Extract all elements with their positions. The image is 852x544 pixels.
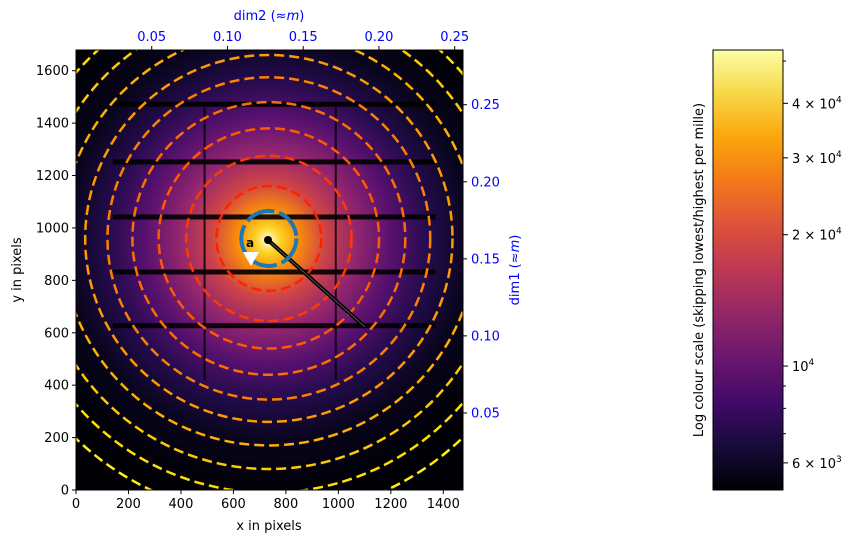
- y2-tick-label-3: 0.20: [471, 175, 500, 190]
- ring-1: [215, 184, 323, 293]
- detector-gap-h-4: [112, 101, 436, 107]
- detector-gap-v-0: [203, 107, 206, 380]
- secondary-x-axis: 0.05 0.10 0.15 0.20 0.25: [137, 30, 469, 50]
- beamstop: [264, 236, 272, 244]
- y2-tick-label-4: 0.25: [471, 98, 500, 113]
- y2-tick-label-2: 0.15: [471, 252, 500, 267]
- x2-tick-label-2: 0.15: [289, 30, 318, 45]
- x-tick-label-1000: 1000: [322, 497, 355, 512]
- secondary-y-axis: 0.05 0.10 0.15 0.20 0.25: [463, 98, 500, 421]
- beamstop-arm-edge: [267, 239, 366, 328]
- y2-tick-label-1: 0.10: [471, 329, 500, 344]
- detector-gap-h-2: [112, 323, 436, 329]
- ring-2: [184, 154, 353, 323]
- secondary-y-title-suffix: ): [508, 235, 523, 240]
- x-tick-label-1400: 1400: [427, 497, 460, 512]
- secondary-y-title-prefix: dim1 (: [508, 263, 523, 305]
- secondary-x-title-symbol: ≈: [276, 9, 287, 24]
- beam-center-marker: [243, 252, 259, 266]
- y-tick-label-1600: 1600: [36, 64, 69, 79]
- x2-tick-label-0: 0.05: [137, 30, 166, 45]
- detector-gap-h-1: [112, 269, 436, 275]
- calibration-rings: [76, 50, 463, 490]
- cbar-tick-label-4: 6 × 103: [792, 455, 842, 472]
- ring-5: [106, 76, 432, 401]
- y-axis: 0 200 400 600 800 1000 1200 1400 1600: [36, 64, 76, 499]
- y-axis-title: y in pixels: [10, 237, 25, 303]
- inner-ring-marker: [239, 208, 299, 268]
- ring-4: [131, 100, 407, 376]
- x-tick-label-600: 600: [221, 497, 246, 512]
- x-axis: 0 200 400 600 800 1000 1200 1400: [72, 490, 460, 512]
- colorbar: [712, 49, 784, 491]
- ring-6: [83, 53, 454, 424]
- x-tick-label-800: 800: [273, 497, 298, 512]
- y2-tick-label-0: 0.05: [471, 406, 500, 421]
- detector-gap-h-3: [112, 159, 436, 165]
- inner-ring: [239, 208, 299, 268]
- x-tick-label-400: 400: [169, 497, 194, 512]
- x2-tick-label-1: 0.10: [213, 30, 242, 45]
- cbar-tick-label-0: 104: [792, 358, 815, 375]
- cbar-tick-label-1: 2 × 104: [792, 227, 842, 244]
- detector-image: a: [76, 50, 463, 490]
- secondary-x-title-prefix: dim2 (: [234, 9, 276, 24]
- colorbar-ticks: 104 2 × 104 3 × 104 4 × 104 6 × 103: [783, 60, 842, 472]
- marker-label: a: [246, 236, 254, 250]
- x-tick-label-200: 200: [116, 497, 141, 512]
- y-tick-label-400: 400: [44, 379, 69, 394]
- y-tick-label-200: 200: [44, 431, 69, 446]
- cbar-tick-label-3: 4 × 104: [792, 95, 842, 112]
- detector-gaps: [112, 101, 436, 380]
- ring-8: [76, 50, 463, 471]
- secondary-y-title: dim1 (≈m): [508, 235, 523, 306]
- y-tick-label-800: 800: [44, 274, 69, 289]
- y-tick-label-0: 0: [61, 484, 69, 499]
- secondary-x-title: dim2 (≈m): [234, 9, 305, 24]
- plot-frame: [75, 49, 464, 491]
- secondary-y-title-unit: m: [508, 240, 523, 253]
- y-tick-label-1200: 1200: [36, 169, 69, 184]
- y-tick-label-1400: 1400: [36, 117, 69, 132]
- secondary-x-title-unit: m: [287, 9, 300, 24]
- x-tick-label-1200: 1200: [374, 497, 407, 512]
- cbar-tick-label-2: 3 × 104: [792, 150, 842, 167]
- x2-tick-label-4: 0.25: [440, 30, 469, 45]
- ring-3: [157, 127, 381, 350]
- secondary-y-title-symbol: ≈: [508, 252, 523, 263]
- colorbar-title: Log colour scale (skipping lowest/highes…: [692, 103, 707, 437]
- detector-gap-v-1: [334, 107, 337, 380]
- secondary-x-title-suffix: ): [299, 9, 304, 24]
- x-axis-title: x in pixels: [236, 519, 302, 534]
- x2-tick-label-3: 0.20: [364, 30, 393, 45]
- detector-gap-h-0: [112, 214, 436, 220]
- y-tick-label-1000: 1000: [36, 221, 69, 236]
- y-tick-label-600: 600: [44, 326, 69, 341]
- x-tick-label-0: 0: [72, 497, 80, 512]
